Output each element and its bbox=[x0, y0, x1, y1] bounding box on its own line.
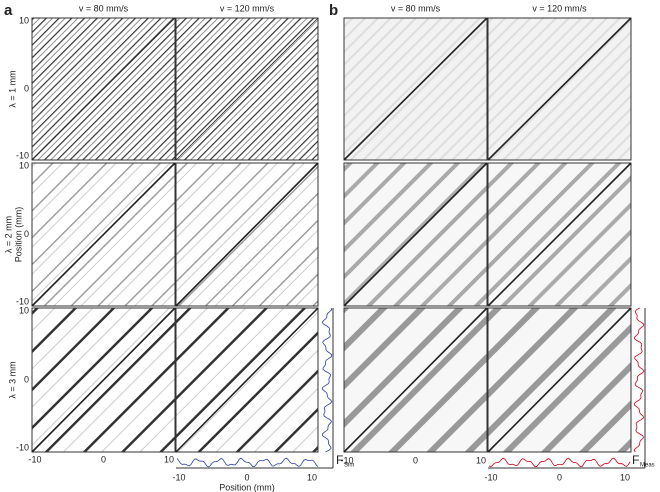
x-axis-label: Position (mm) bbox=[219, 482, 275, 492]
x-tick-label: 0 bbox=[413, 455, 418, 465]
y-tick-label: 10 bbox=[19, 15, 29, 25]
diagonal bbox=[175, 162, 319, 307]
y-tick-label: -10 bbox=[16, 442, 29, 452]
column-header: v = 80 mm/s bbox=[79, 3, 129, 13]
x-tick-label: -10 bbox=[172, 472, 185, 482]
x-tick-label: 0 bbox=[101, 454, 106, 464]
diagonal bbox=[31, 17, 176, 161]
diagonal bbox=[175, 17, 319, 161]
diagonal bbox=[175, 307, 319, 453]
profile-curve bbox=[321, 307, 333, 453]
column-header: v = 80 mm/s bbox=[391, 3, 441, 13]
diagonal bbox=[487, 307, 632, 453]
x-tick-label: 10 bbox=[164, 454, 174, 464]
diagonal bbox=[31, 307, 176, 453]
y-tick-label: 0 bbox=[24, 229, 29, 239]
x-tick-label: 10 bbox=[307, 472, 317, 482]
x-tick-label: -10 bbox=[28, 454, 41, 464]
y-tick-label: 10 bbox=[19, 305, 29, 315]
row-label: λ = 3 mm bbox=[7, 361, 17, 398]
y-axis-label: Position (mm) bbox=[13, 207, 23, 263]
diagonal bbox=[343, 162, 488, 307]
x-tick-label: 10 bbox=[620, 472, 630, 482]
column-header: v = 120 mm/s bbox=[220, 3, 275, 13]
y-tick-label: -10 bbox=[16, 150, 29, 160]
profile-symbol: F bbox=[336, 453, 343, 467]
x-tick-label: 10 bbox=[476, 455, 486, 465]
row-label: λ = 1 mm bbox=[7, 70, 17, 107]
y-tick-label: 0 bbox=[24, 83, 29, 93]
y-tick-label: 0 bbox=[24, 374, 29, 384]
y-tick-label: -10 bbox=[16, 296, 29, 306]
panel-label: b bbox=[329, 2, 338, 19]
y-tick-label: 10 bbox=[19, 160, 29, 170]
diagonal bbox=[343, 307, 488, 453]
profile-subscript: Sim bbox=[344, 463, 354, 469]
x-tick-label: -10 bbox=[484, 472, 497, 482]
diagonal bbox=[31, 162, 176, 307]
diagonal bbox=[343, 17, 488, 161]
panel-label: a bbox=[4, 2, 13, 19]
profile-curve bbox=[633, 307, 645, 453]
column-header: v = 120 mm/s bbox=[532, 3, 587, 13]
profile-curve bbox=[488, 457, 631, 468]
diagonal bbox=[487, 162, 632, 307]
profile-symbol: F bbox=[632, 453, 639, 467]
x-tick-label: 0 bbox=[557, 472, 562, 482]
row-label: λ = 2 mm bbox=[3, 216, 13, 253]
diagonal bbox=[487, 17, 632, 161]
x-tick-label: -10 bbox=[340, 455, 353, 465]
profile-subscript: Meas bbox=[640, 463, 655, 469]
x-tick-label: 0 bbox=[244, 472, 249, 482]
profile-curve bbox=[176, 457, 319, 468]
